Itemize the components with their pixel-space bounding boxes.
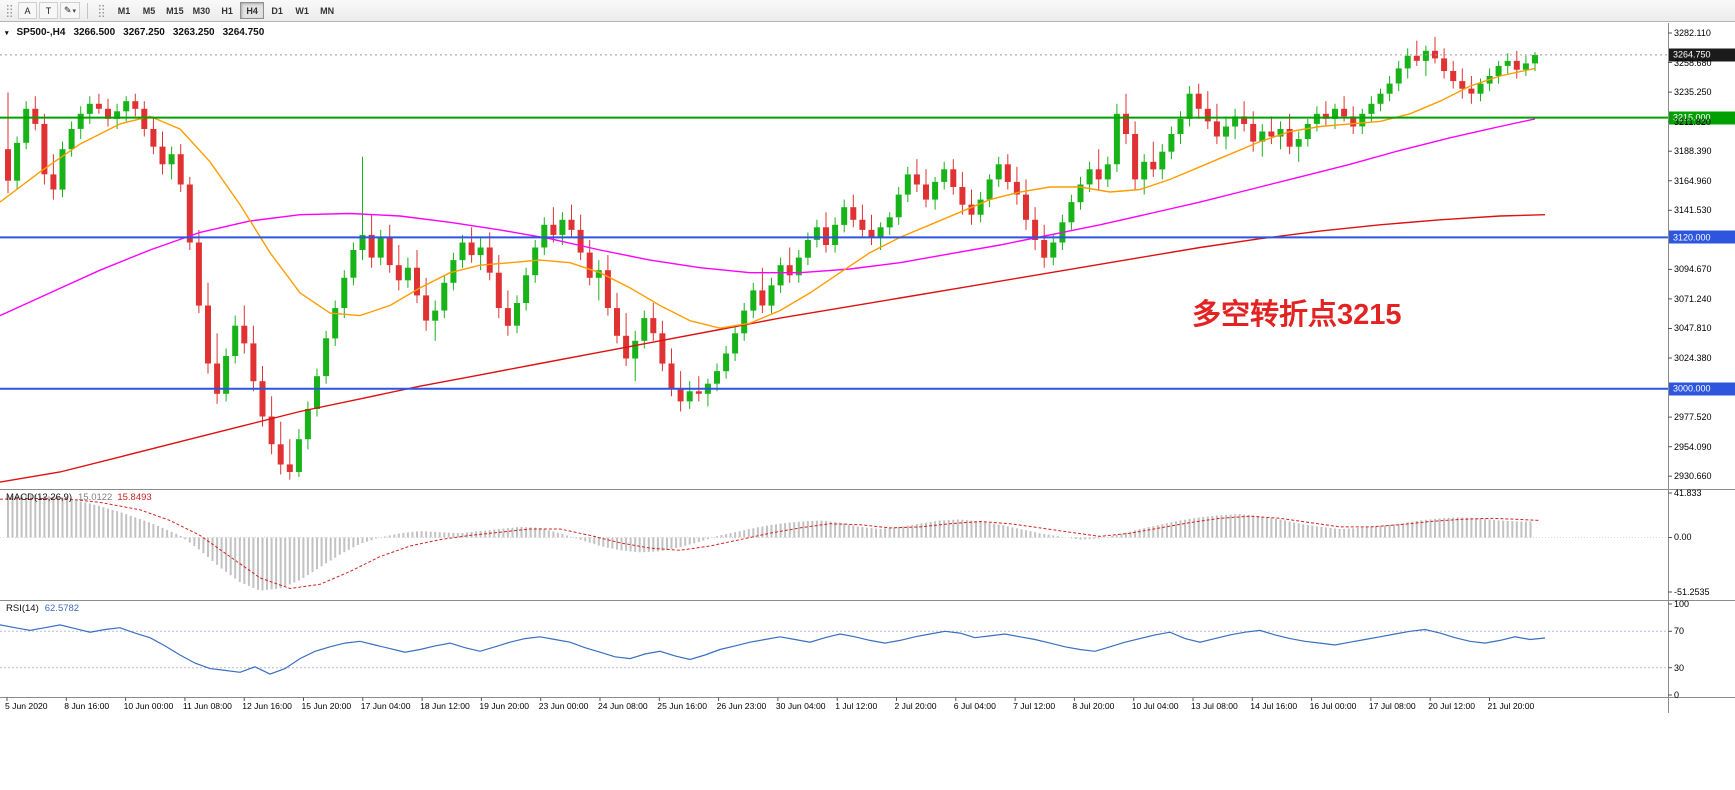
time-axis-label: 6 Jul 04:00 [953, 701, 996, 711]
timeframe-toolbar: M1 M5 M15 M30 H1 H4 D1 W1 MN [112, 2, 339, 19]
price-axis-tick: 2977.520 [1674, 412, 1712, 423]
chart-annotation[interactable]: 多空转折点3215 [1192, 299, 1402, 331]
rsi-value: 62.5782 [44, 603, 80, 614]
rsi-axis-tick: 70 [1674, 626, 1685, 637]
time-axis-label: 10 Jul 04:00 [1131, 701, 1179, 711]
timeframe-button-m30[interactable]: M30 [189, 2, 215, 19]
rsi-indicator-label: RSI(14) 62.5782 [6, 603, 79, 614]
text-tool-button[interactable]: T [39, 2, 58, 19]
time-axis-label: 7 Jul 12:00 [1013, 701, 1056, 711]
rsi-axis-tick: 30 [1674, 662, 1685, 673]
toolbar-separator [87, 2, 89, 19]
chevron-down-icon: ▾ [72, 7, 77, 15]
ohlc-high: 3267.250 [123, 27, 165, 38]
macd-name: MACD(12,26,9) [6, 492, 72, 503]
cursor-tool-button[interactable]: A [18, 2, 37, 19]
time-axis-label: 15 Jun 20:00 [301, 701, 352, 711]
time-axis-label: 21 Jul 20:00 [1487, 701, 1535, 711]
time-axis-label: 17 Jul 08:00 [1368, 701, 1416, 711]
chart-symbol-period: SP500-,H4 [16, 27, 66, 38]
hline-price-tag: 3120.000 [1669, 230, 1735, 244]
time-axis-label: 30 Jun 04:00 [775, 701, 826, 711]
timeframe-button-m1[interactable]: M1 [112, 2, 136, 19]
collapse-triangle-icon: ▾ [5, 29, 9, 37]
price-axis-tick: 3164.960 [1674, 175, 1712, 186]
price-axis-tick: 3235.250 [1674, 87, 1712, 98]
timeframe-button-m15[interactable]: M15 [162, 2, 188, 19]
time-axis-label: 25 Jun 16:00 [657, 701, 707, 711]
timeframe-button-d1[interactable]: D1 [265, 2, 289, 19]
price-axis-tick: 3258.680 [1674, 57, 1712, 68]
timeframe-button-h4[interactable]: H4 [240, 2, 265, 19]
price-axis-tick: 3094.670 [1674, 264, 1712, 275]
price-axis-tick: 3141.530 [1674, 205, 1712, 216]
time-axis-label: 12 Jun 16:00 [242, 701, 292, 711]
timeframe-button-m5[interactable]: M5 [137, 2, 161, 19]
toolbar-drag-handle[interactable] [6, 3, 13, 18]
price-axis-tick: 3071.240 [1674, 293, 1712, 304]
timeframe-button-mn[interactable]: MN [315, 2, 339, 19]
price-axis-tick: 3024.380 [1674, 353, 1712, 364]
macd-axis-tick: 41.833 [1674, 488, 1702, 498]
rsi-axis-tick: 0 [1674, 690, 1680, 700]
price-axis-tick: 3047.810 [1674, 323, 1712, 334]
hline-price-tag: 3000.000 [1669, 382, 1735, 396]
price-axis-tick: 3282.110 [1674, 28, 1711, 38]
time-axis-label: 5 Jun 2020 [5, 701, 48, 711]
timeframe-button-h1[interactable]: H1 [215, 2, 239, 19]
time-axis-label: 2 Jul 20:00 [894, 701, 937, 711]
pencil-icon: ✎ [64, 5, 72, 15]
current-price-tag: 3264.750 [1669, 48, 1735, 62]
ohlc-low: 3263.250 [172, 27, 215, 38]
macd-indicator-label: MACD(12,26,9) 15.0122 15.8493 [6, 492, 152, 503]
price-axis-tick: 2930.660 [1674, 471, 1712, 482]
ohlc-open: 3266.500 [73, 27, 116, 38]
price-axis-tick: 3188.390 [1674, 146, 1712, 157]
ohlc-close: 3264.750 [222, 27, 265, 38]
time-axis-label: 10 Jun 00:00 [123, 701, 174, 711]
macd-axis-tick: -51.2535 [1674, 587, 1710, 597]
time-axis-label: 1 Jul 12:00 [835, 701, 878, 711]
time-axis-label: 24 Jun 08:00 [598, 701, 648, 711]
price-axis-tick: 2954.090 [1674, 441, 1712, 452]
time-axis-label: 17 Jun 04:00 [360, 701, 411, 711]
macd-signal-value: 15.8493 [117, 492, 152, 503]
timeframe-drag-handle[interactable] [98, 3, 106, 18]
rsi-name: RSI(14) [6, 603, 39, 614]
rsi-axis-tick: 100 [1674, 599, 1690, 609]
draw-tool-button[interactable]: ✎ ▾ [60, 2, 81, 19]
price-axis-tick: 3211.820 [1674, 116, 1711, 127]
time-axis-label: 8 Jul 20:00 [1072, 701, 1115, 711]
time-axis-label: 14 Jul 16:00 [1250, 701, 1298, 711]
time-axis-label: 8 Jun 16:00 [64, 701, 110, 711]
macd-axis-tick: 0.00 [1674, 532, 1692, 543]
time-axis-label: 26 Jun 23:00 [716, 701, 767, 711]
time-axis-label: 11 Jun 08:00 [182, 701, 232, 711]
macd-main-value: 15.0122 [78, 492, 113, 503]
timeframe-button-w1[interactable]: W1 [290, 2, 314, 19]
time-axis-label: 18 Jun 12:00 [420, 701, 470, 711]
time-axis-label: 20 Jul 12:00 [1428, 701, 1476, 711]
time-axis-label: 16 Jul 00:00 [1309, 701, 1357, 711]
toolbar: A T ✎ ▾ M1 M5 M15 M30 H1 H4 D1 W1 MN [0, 0, 1735, 22]
time-axis-label: 13 Jul 08:00 [1191, 701, 1238, 711]
time-axis-label: 23 Jun 00:00 [538, 701, 589, 711]
hline-price-tag: 3215.000 [1669, 111, 1735, 125]
time-axis-label: 19 Jun 20:00 [479, 701, 530, 711]
chart-ohlc-header: ▾ SP500-,H4 3266.500 3267.250 3263.250 3… [5, 27, 264, 38]
